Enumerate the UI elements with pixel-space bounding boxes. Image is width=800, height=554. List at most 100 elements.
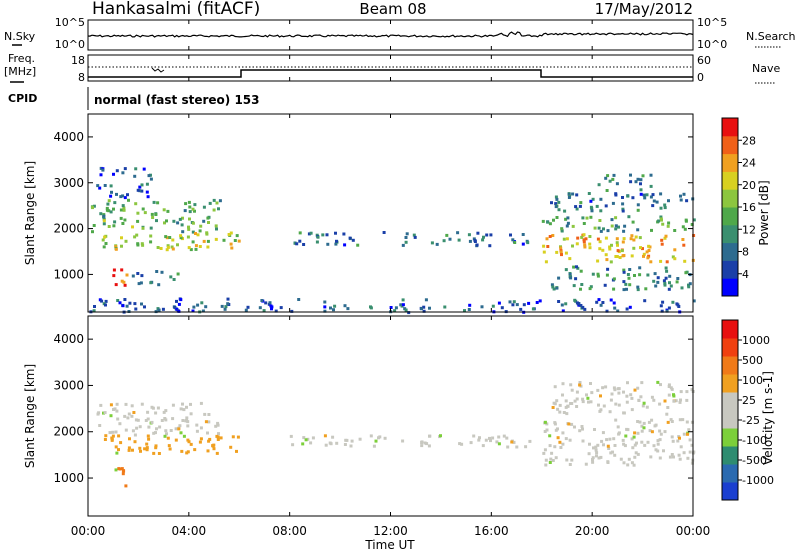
echo-pixel [588, 442, 591, 446]
echo-pixel [621, 207, 625, 211]
echo-pixel [215, 227, 218, 231]
echo-pixel [114, 247, 118, 251]
colorbar-segment [722, 482, 738, 501]
echo-pixel [107, 225, 111, 228]
echo-pixel [324, 443, 328, 447]
echo-pixel [631, 446, 635, 450]
echo-pixel [369, 434, 373, 438]
echo-pixel [123, 167, 127, 171]
echo-pixel [639, 246, 642, 250]
echo-pixel [204, 420, 208, 424]
echo-pixel [560, 303, 564, 307]
echo-pixel [149, 226, 153, 230]
echo-pixel [182, 434, 186, 438]
echo-pixel [667, 221, 671, 225]
echo-pixel [679, 390, 683, 394]
echo-pixel [189, 402, 192, 406]
echo-pixel [502, 434, 506, 438]
echo-pixel [601, 248, 605, 252]
colorbar-segment [722, 242, 738, 261]
echo-pixel [599, 303, 603, 307]
echo-pixel [194, 232, 197, 235]
colorbar-tick-label: 4 [742, 268, 749, 281]
echo-pixel [374, 439, 378, 443]
echo-pixel [435, 242, 439, 246]
echo-pixel [606, 460, 610, 464]
echo-pixel [638, 420, 642, 424]
nsearch-tick-top: 10^5 [697, 16, 727, 29]
echo-pixel [468, 303, 472, 307]
echo-pixel [235, 234, 239, 238]
echo-pixel [207, 420, 211, 424]
echo-pixel [477, 438, 481, 442]
echo-pixel [614, 255, 618, 258]
colorbar-segment [722, 374, 738, 393]
echo-pixel [649, 260, 653, 264]
echo-pixel [639, 395, 643, 399]
echo-pixel [649, 455, 653, 459]
echo-pixel [201, 309, 205, 313]
echo-pixel [632, 463, 636, 467]
echo-pixel [102, 214, 106, 218]
echo-pixel [629, 180, 633, 184]
echo-pixel [578, 204, 582, 208]
echo-pixel [176, 221, 180, 225]
colorbar-tick-label: 20 [742, 179, 756, 192]
echo-pixel [692, 218, 696, 222]
echo-pixel [602, 443, 605, 447]
echo-pixel [484, 438, 488, 442]
echo-pixel [683, 259, 687, 263]
echo-pixel [155, 270, 159, 273]
echo-pixel [616, 249, 620, 253]
echo-pixel [475, 243, 479, 247]
echo-pixel [122, 280, 126, 284]
echo-pixel [643, 196, 647, 200]
echo-pixel [574, 299, 578, 303]
echo-pixel [456, 231, 460, 235]
echo-pixel [662, 449, 665, 453]
echo-pixel [603, 283, 607, 287]
echo-pixel [555, 399, 559, 403]
echo-pixel [112, 268, 116, 272]
echo-pixel [654, 423, 658, 427]
echo-pixel [489, 439, 492, 443]
echo-pixel [98, 186, 102, 190]
echo-pixel [615, 237, 619, 241]
velocity-ylabel: Slant Range [km] [23, 364, 37, 468]
echo-pixel [118, 422, 122, 426]
x-axis: 00:00 04:00 08:00 12:00 16:00 20:00 00:00 [71, 20, 710, 538]
echo-pixel [611, 201, 615, 205]
echo-pixel [309, 231, 313, 235]
echo-pixel [217, 207, 220, 211]
echo-pixel [663, 283, 667, 287]
echo-pixel [681, 238, 685, 241]
echo-pixel [555, 197, 559, 201]
echo-pixel [546, 245, 550, 248]
echo-pixel [115, 451, 119, 455]
echo-pixel [614, 402, 618, 406]
echo-pixel [551, 406, 555, 409]
echo-pixel [92, 204, 96, 208]
echo-pixel [172, 278, 176, 281]
echo-pixel [582, 222, 586, 225]
echo-pixel [632, 238, 636, 242]
echo-pixel [130, 414, 134, 418]
echo-pixel [351, 238, 355, 242]
echo-pixel [194, 247, 198, 251]
echo-pixel [631, 196, 635, 200]
echo-pixel [579, 201, 583, 205]
echo-pixel [650, 395, 654, 399]
echo-pixel [614, 227, 618, 231]
echo-pixel [98, 424, 102, 427]
x-axis-label: Time UT [364, 538, 415, 552]
echo-pixel [99, 173, 103, 177]
echo-pixel [630, 396, 634, 400]
echo-pixel [105, 208, 109, 212]
echo-pixel [576, 236, 580, 240]
echo-pixel [546, 220, 550, 224]
echo-pixel [642, 426, 646, 430]
echo-pixel [497, 435, 501, 439]
echo-pixel [188, 217, 191, 221]
echo-pixel [640, 429, 644, 433]
echo-pixel [598, 409, 602, 413]
